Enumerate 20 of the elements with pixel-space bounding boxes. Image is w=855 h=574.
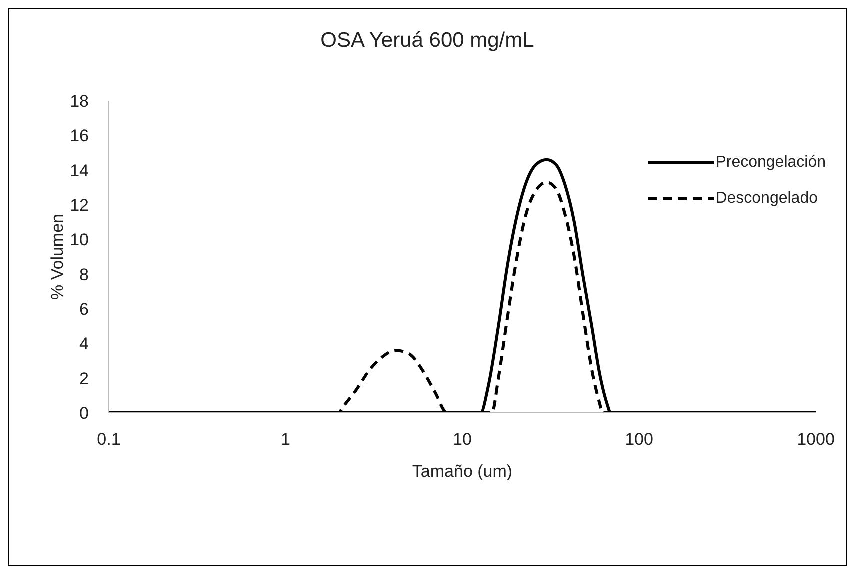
y-tick-label: 16 bbox=[70, 126, 89, 146]
x-tick-label: 1 bbox=[281, 430, 290, 450]
legend-label: Descongelado bbox=[716, 190, 818, 208]
y-tick-label: 12 bbox=[70, 196, 89, 216]
y-axis-title: % Volumen bbox=[48, 214, 68, 300]
y-tick-label: 0 bbox=[80, 404, 89, 424]
y-tick-label: 10 bbox=[70, 230, 89, 250]
x-tick-label: 1000 bbox=[797, 430, 835, 450]
y-tick-label: 18 bbox=[70, 92, 89, 112]
y-tick-label: 14 bbox=[70, 161, 89, 180]
x-tick-label: 100 bbox=[625, 430, 654, 450]
y-tick-label: 6 bbox=[80, 300, 89, 320]
x-axis-title: Tamaño (um) bbox=[412, 462, 513, 481]
x-tick-label: 0.1 bbox=[97, 430, 121, 450]
y-tick-label: 2 bbox=[80, 369, 89, 388]
y-tick-label: 4 bbox=[80, 334, 89, 354]
y-tick-label: 8 bbox=[80, 265, 89, 284]
legend-label: Precongelación bbox=[716, 154, 826, 172]
x-tick-label: 10 bbox=[453, 430, 472, 450]
chart-title: OSA Yeruá 600 mg/mL bbox=[320, 29, 536, 53]
